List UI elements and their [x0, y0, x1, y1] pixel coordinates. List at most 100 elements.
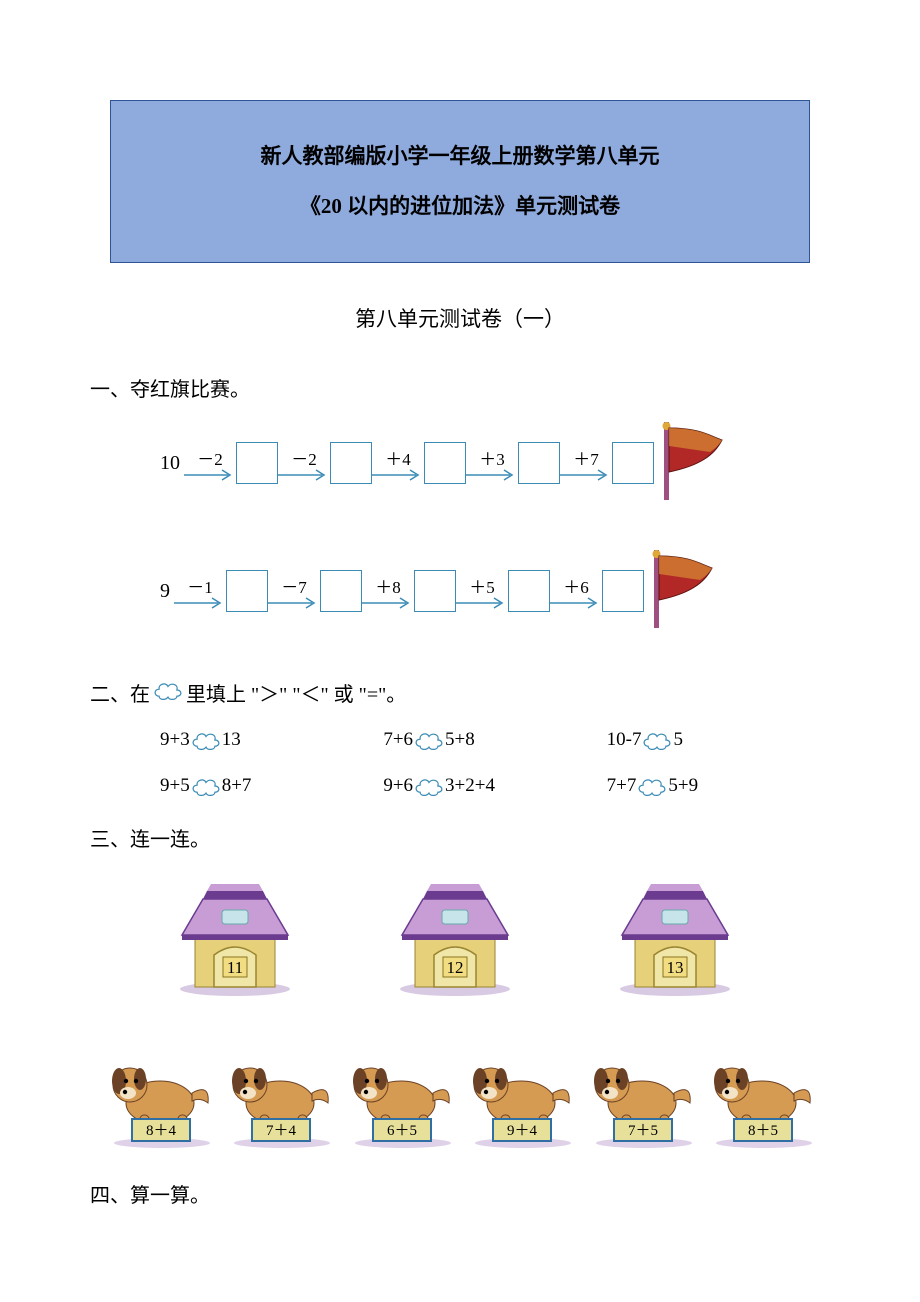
arrow-icon [174, 596, 226, 610]
house: 11 [170, 877, 300, 1002]
answer-box[interactable] [602, 570, 644, 612]
houses-row: 11 12 13 [170, 877, 830, 1002]
lhs: 9+6 [383, 775, 413, 797]
dog: 9＋4 [461, 1057, 579, 1154]
answer-box[interactable] [226, 570, 268, 612]
arrow-icon [372, 468, 424, 482]
answer-box[interactable] [518, 442, 560, 484]
title-line-2: 《20 以内的进位加法》单元测试卷 [151, 181, 769, 231]
chains-container: 10 －2 －2 ＋4 ＋3 ＋7 9 [90, 422, 830, 633]
compare-item: 7+7 5+9 [607, 774, 830, 798]
arrow-icon [278, 468, 330, 482]
compare-item: 9+3 13 [160, 728, 383, 752]
op-label: －2 [184, 445, 236, 470]
dog: 6＋5 [341, 1057, 459, 1154]
svg-text:9＋4: 9＋4 [507, 1123, 538, 1139]
chain-row: 9 －1 －7 ＋8 ＋5 ＋6 [160, 550, 830, 633]
cloud-icon [413, 728, 445, 752]
op-label: ＋3 [466, 445, 518, 470]
compare-item: 10-7 5 [607, 728, 830, 752]
dog-icon: 7＋4 [220, 1057, 338, 1149]
cloud-icon [636, 774, 668, 798]
flag-icon [660, 422, 724, 500]
op-label: －7 [268, 573, 320, 598]
chain-row: 10 －2 －2 ＋4 ＋3 ＋7 [160, 422, 830, 505]
flag-icon [650, 550, 714, 628]
cloud-icon [152, 678, 184, 702]
dog-icon: 9＋4 [461, 1057, 579, 1149]
house-icon: 12 [390, 877, 520, 997]
dog: 7＋5 [582, 1057, 700, 1154]
house-icon: 11 [170, 877, 300, 997]
op-label: ＋7 [560, 445, 612, 470]
answer-box[interactable] [236, 442, 278, 484]
s2-post: 里填上 "＞" "＜" 或 "="。 [186, 678, 406, 707]
svg-text:8＋5: 8＋5 [748, 1123, 778, 1139]
dogs-row: 8＋4 7＋4 [100, 1057, 820, 1154]
rhs: 13 [222, 729, 241, 751]
arrow-icon [560, 468, 612, 482]
answer-box[interactable] [414, 570, 456, 612]
op-label: ＋8 [362, 573, 414, 598]
lhs: 9+3 [160, 729, 190, 751]
rhs: 5 [673, 729, 683, 751]
answer-box[interactable] [508, 570, 550, 612]
svg-text:13: 13 [667, 958, 684, 977]
svg-text:11: 11 [227, 958, 243, 977]
dog-icon: 7＋5 [582, 1057, 700, 1149]
answer-box[interactable] [424, 442, 466, 484]
arrow-icon [268, 596, 320, 610]
arrow-icon [362, 596, 414, 610]
svg-text:7＋4: 7＋4 [266, 1123, 297, 1139]
arrow-icon [550, 596, 602, 610]
answer-box[interactable] [612, 442, 654, 484]
cloud-icon [413, 774, 445, 798]
section2-heading: 二、在 里填上 "＞" "＜" 或 "="。 [90, 678, 830, 708]
op-label: ＋4 [372, 445, 424, 470]
lhs: 10-7 [607, 729, 642, 751]
cloud-icon [152, 678, 184, 708]
rhs: 3+2+4 [445, 775, 495, 797]
chain-start: 9 [160, 580, 170, 603]
section3-heading: 三、连一连。 [90, 823, 830, 852]
house-icon: 13 [610, 877, 740, 997]
op-label: －1 [174, 573, 226, 598]
house: 13 [610, 877, 740, 1002]
arrow-icon [184, 468, 236, 482]
subtitle: 第八单元测试卷（一） [90, 303, 830, 333]
title-line-1: 新人教部编版小学一年级上册数学第八单元 [151, 131, 769, 181]
svg-text:12: 12 [447, 958, 464, 977]
cloud-icon [641, 728, 673, 752]
svg-text:6＋5: 6＋5 [387, 1123, 417, 1139]
house: 12 [390, 877, 520, 1002]
cloud-icon [190, 728, 222, 752]
lhs: 7+6 [383, 729, 413, 751]
s2-pre: 二、在 [90, 678, 150, 707]
title-box: 新人教部编版小学一年级上册数学第八单元 《20 以内的进位加法》单元测试卷 [110, 100, 810, 263]
compare-item: 9+5 8+7 [160, 774, 383, 798]
compare-item: 7+6 5+8 [383, 728, 606, 752]
dog: 7＋4 [220, 1057, 338, 1154]
dog-icon: 8＋5 [702, 1057, 820, 1149]
op-label: ＋5 [456, 573, 508, 598]
svg-text:7＋5: 7＋5 [628, 1123, 658, 1139]
answer-box[interactable] [330, 442, 372, 484]
compare-item: 9+6 3+2+4 [383, 774, 606, 798]
rhs: 5+9 [668, 775, 698, 797]
dog-icon: 8＋4 [100, 1057, 218, 1149]
rhs: 5+8 [445, 729, 475, 751]
dog: 8＋4 [100, 1057, 218, 1154]
section1-heading: 一、夺红旗比赛。 [90, 373, 830, 402]
op-label: －2 [278, 445, 330, 470]
lhs: 9+5 [160, 775, 190, 797]
section4-heading: 四、算一算。 [90, 1179, 830, 1208]
arrow-icon [456, 596, 508, 610]
rhs: 8+7 [222, 775, 252, 797]
cloud-icon [190, 774, 222, 798]
dog-icon: 6＋5 [341, 1057, 459, 1149]
chain-start: 10 [160, 452, 180, 475]
arrow-icon [466, 468, 518, 482]
answer-box[interactable] [320, 570, 362, 612]
svg-text:8＋4: 8＋4 [146, 1123, 177, 1139]
lhs: 7+7 [607, 775, 637, 797]
